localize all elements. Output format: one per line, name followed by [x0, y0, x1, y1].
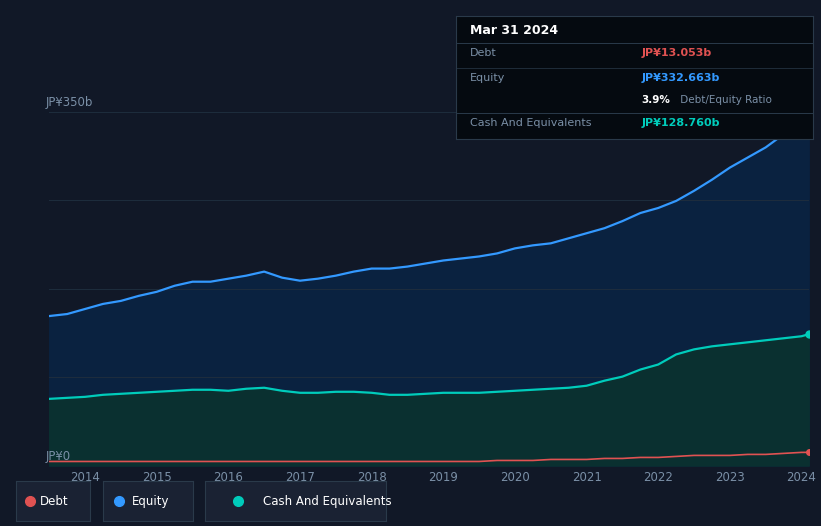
Text: Cash And Equivalents: Cash And Equivalents	[263, 494, 392, 508]
Text: Equity: Equity	[470, 73, 505, 83]
Text: Cash And Equivalents: Cash And Equivalents	[470, 118, 591, 128]
Text: Mar 31 2024: Mar 31 2024	[470, 24, 558, 37]
Text: Debt: Debt	[470, 48, 497, 58]
Text: JP¥13.053b: JP¥13.053b	[641, 48, 712, 58]
Text: JP¥128.760b: JP¥128.760b	[641, 118, 720, 128]
Text: 3.9%: 3.9%	[641, 95, 670, 105]
Text: JP¥350b: JP¥350b	[45, 96, 93, 109]
Text: JP¥0: JP¥0	[45, 450, 71, 463]
Text: Debt: Debt	[40, 494, 69, 508]
Text: Equity: Equity	[131, 494, 169, 508]
Text: JP¥332.663b: JP¥332.663b	[641, 73, 720, 83]
Text: Debt/Equity Ratio: Debt/Equity Ratio	[677, 95, 772, 105]
